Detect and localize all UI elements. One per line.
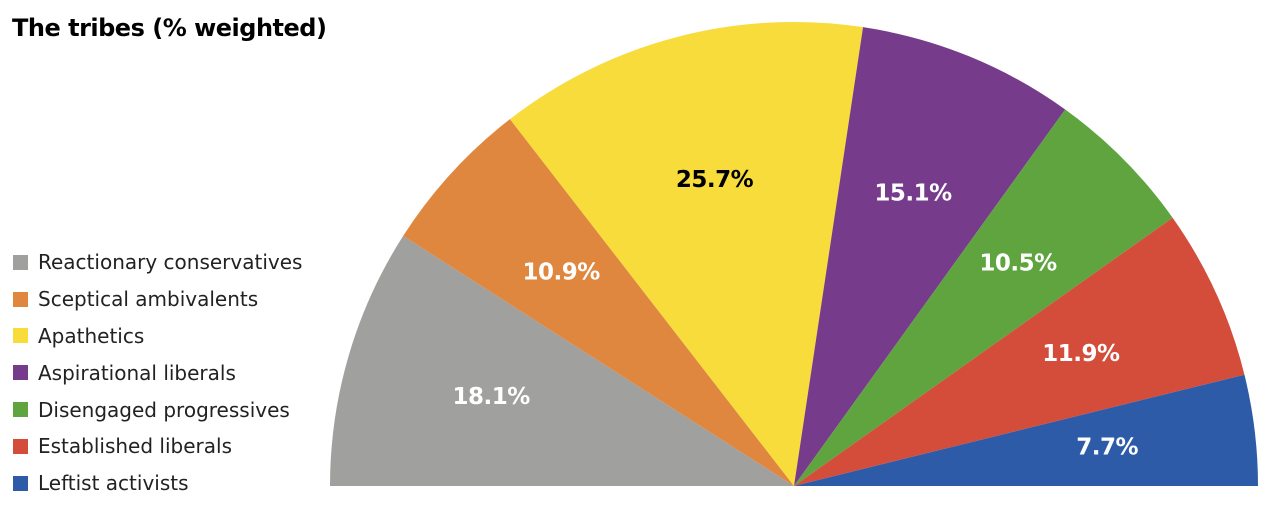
pie-slice — [794, 109, 1173, 486]
slice-label: 18.1% — [453, 384, 531, 410]
legend-item: Sceptical ambivalents — [13, 281, 302, 318]
slice-labels: 18.1% 10.9% 25.7% 15.1% 10.5% 11.9% 7.7% — [453, 167, 1140, 460]
legend-item: Disengaged progressives — [13, 391, 302, 428]
legend-item: Apathetics — [13, 318, 302, 355]
legend-item: Aspirational liberals — [13, 354, 302, 391]
pie-slice — [794, 27, 1066, 486]
pie-slice — [403, 119, 794, 487]
pie-slices — [330, 22, 1258, 487]
legend-swatch — [13, 402, 28, 418]
legend-swatch — [13, 475, 28, 491]
legend: Reactionary conservatives Sceptical ambi… — [13, 244, 302, 502]
pie-slice — [794, 374, 1258, 486]
pie-slice — [509, 22, 864, 487]
legend-swatch — [13, 291, 28, 307]
slice-label: 15.1% — [874, 180, 952, 206]
slice-label: 10.9% — [522, 260, 600, 286]
legend-label: Established liberals — [38, 434, 232, 459]
legend-label: Sceptical ambivalents — [38, 287, 259, 312]
legend-label: Disengaged progressives — [38, 397, 290, 422]
chart-title: The tribes (% weighted) — [12, 14, 327, 42]
legend-swatch — [13, 328, 28, 344]
slice-label: 7.7% — [1076, 434, 1138, 460]
legend-item: Established liberals — [13, 428, 302, 465]
legend-item: Reactionary conservatives — [13, 244, 302, 281]
slice-label: 10.5% — [979, 250, 1057, 276]
legend-item: Leftist activists — [13, 465, 302, 502]
legend-label: Apathetics — [38, 323, 145, 348]
slice-label: 11.9% — [1042, 341, 1120, 367]
pie-slice — [330, 235, 794, 486]
legend-swatch — [13, 365, 28, 381]
legend-swatch — [13, 254, 28, 270]
legend-label: Leftist activists — [38, 471, 189, 496]
legend-label: Reactionary conservatives — [38, 250, 303, 275]
pie-slice — [794, 217, 1245, 486]
slice-label: 25.7% — [676, 167, 754, 193]
legend-swatch — [13, 438, 28, 454]
legend-label: Aspirational liberals — [38, 360, 236, 385]
